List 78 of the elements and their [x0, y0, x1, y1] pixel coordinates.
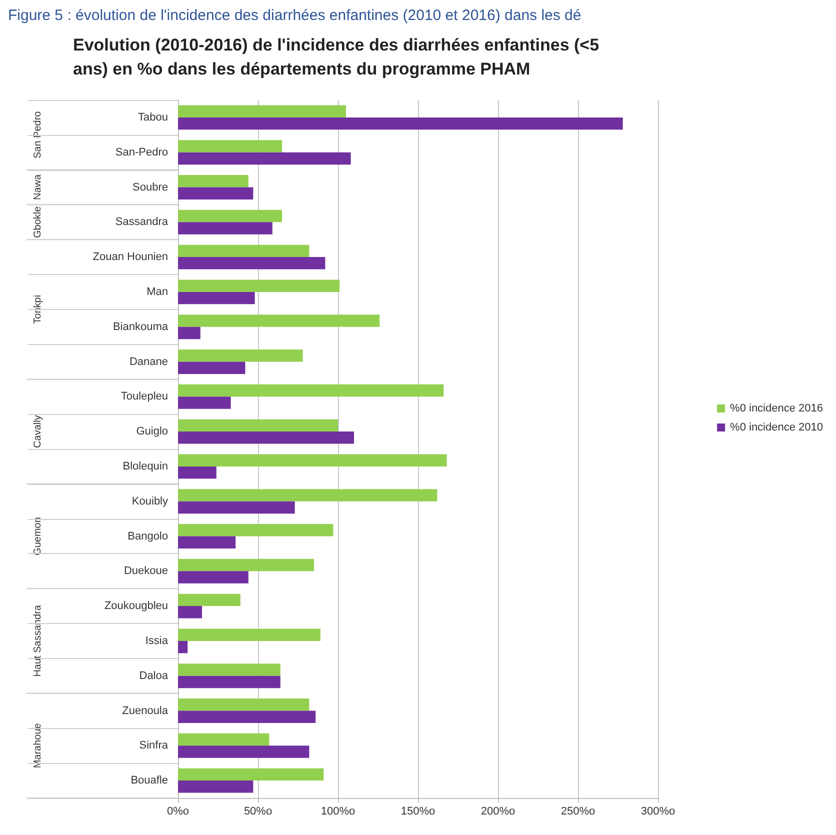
text: Haut Sassandra: [32, 604, 44, 677]
y-tick-label: Biankouma: [112, 320, 169, 333]
bar: [178, 536, 236, 548]
y-tick-label: Guiglo: [136, 426, 168, 438]
bar: [178, 362, 246, 374]
bar: [178, 222, 272, 234]
bar: [178, 350, 303, 362]
bar: [178, 676, 280, 688]
y-tick-label: Issia: [145, 634, 169, 647]
bar: [178, 710, 316, 723]
bar: [178, 489, 438, 502]
y-tick-label: Sassandra: [115, 216, 169, 228]
bar: [178, 152, 351, 165]
bar: [178, 210, 282, 222]
bar: [178, 466, 216, 479]
x-tick-label: 250%o: [560, 806, 596, 818]
bar: [178, 501, 295, 514]
legend-label: %0 incidence 2010: [730, 422, 824, 434]
bar: [178, 326, 200, 340]
bar: [178, 628, 320, 641]
y-tick-label: Zuenoula: [122, 704, 169, 717]
x-tick-label: 300%o: [640, 806, 676, 818]
bar: [178, 257, 326, 270]
y-tick-label: Daloa: [139, 670, 169, 682]
text: San Pedro: [32, 110, 44, 159]
text: Nawa: [32, 174, 44, 200]
bar: [178, 292, 255, 304]
bar: [178, 117, 623, 130]
caption: Figure 5 : évolution de l'incidence des diarrhées enfantines (2010 et 2016) dans les dé: [8, 7, 582, 24]
chart-title: Evolution (2010-2016) de l'incidence des diarrhées enfantines (<5 ans) en %o dans les départements du programme PHAM: [73, 36, 604, 78]
x-tick-label: 150%o: [400, 806, 436, 818]
bar: [178, 571, 248, 584]
bar: [178, 698, 310, 711]
bar: [178, 454, 447, 466]
y-tick-label: Bouafle: [130, 774, 168, 787]
y-tick-label: Sinfra: [139, 740, 169, 752]
y-tick-label: Tabou: [138, 111, 168, 124]
bar: [178, 594, 240, 606]
bar: [178, 780, 254, 793]
y-tick-label: Zouan Hounien: [92, 251, 168, 264]
text: Marahoue: [32, 722, 44, 768]
y-tick-label: Soubre: [132, 181, 168, 194]
y-tick-label: Man: [146, 286, 168, 298]
text: Gbokle: [32, 206, 44, 238]
y-tick-label: Bangolo: [128, 530, 168, 542]
bar: [178, 768, 324, 781]
bar: [178, 396, 231, 409]
bar: [178, 140, 282, 152]
bar: [178, 524, 334, 536]
bar: [178, 419, 338, 432]
y-tick-label: San-Pedro: [115, 146, 168, 158]
y-tick-label: Toulepleu: [120, 390, 168, 403]
bar: [178, 664, 280, 676]
bar: [178, 558, 314, 572]
y-tick-label: Blolequin: [122, 460, 168, 472]
bar: [178, 244, 310, 258]
legend-label: %0 incidence 2016: [730, 402, 824, 414]
bar: [178, 187, 254, 200]
x-tick-label: 200%o: [480, 806, 516, 818]
bar: [178, 175, 248, 188]
y-tick-label: Duekoue: [124, 565, 168, 578]
text: Tonkpi: [32, 294, 44, 324]
text: Cavally: [32, 415, 44, 448]
bar: [178, 606, 202, 618]
bar: [178, 432, 354, 444]
bar: [178, 280, 340, 292]
bar: [178, 314, 380, 327]
bar: [178, 746, 310, 758]
bar: [178, 733, 270, 746]
x-tick-label: 0%o: [166, 806, 190, 818]
bar: [178, 384, 444, 397]
bar: [178, 105, 346, 118]
y-tick-label: Zoukougbleu: [104, 600, 168, 612]
y-tick-label: Kouibly: [132, 495, 168, 508]
bar: [178, 640, 188, 654]
y-tick-label: Danane: [129, 356, 168, 368]
x-tick-label: 50%o: [244, 806, 272, 818]
x-tick-label: 100%o: [320, 806, 356, 818]
